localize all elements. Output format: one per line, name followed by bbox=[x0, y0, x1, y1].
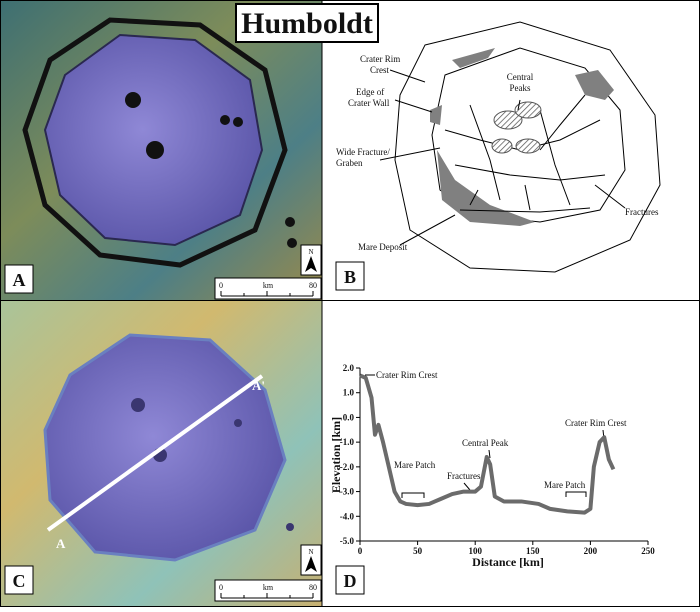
x-tick-label: 50 bbox=[413, 546, 423, 556]
x-tick-label: 200 bbox=[584, 546, 598, 556]
scale-bar bbox=[220, 593, 314, 599]
annotation: Wide Fracture/Graben bbox=[336, 147, 390, 168]
x-tick-label: 250 bbox=[641, 546, 655, 556]
x-tick-label: 0 bbox=[358, 546, 363, 556]
north-arrow bbox=[305, 556, 317, 572]
y-tick-label: 2.0 bbox=[343, 363, 355, 373]
crater-spot bbox=[131, 398, 145, 412]
panel-label: D bbox=[344, 571, 357, 591]
y-tick-label: 1.0 bbox=[343, 388, 355, 398]
north-label: N bbox=[308, 248, 313, 256]
north-arrow bbox=[305, 256, 317, 272]
y-tick-label: -1.0 bbox=[340, 437, 355, 447]
mare bbox=[430, 105, 442, 125]
annotation: Central Peaks bbox=[507, 72, 534, 93]
panel-label: A bbox=[13, 270, 26, 290]
scale-min: 0 bbox=[219, 281, 223, 290]
annotation: Mare Deposit bbox=[358, 242, 408, 252]
panel-label-box bbox=[335, 261, 365, 291]
scale-box bbox=[214, 579, 322, 602]
scale-max: 80 bbox=[309, 583, 317, 592]
panel-label-box bbox=[335, 565, 365, 595]
annotation: Edge of Crater Wall bbox=[348, 87, 390, 108]
profile-start: A bbox=[56, 536, 66, 551]
scale-unit: km bbox=[263, 281, 274, 290]
y-tick-label: -2.0 bbox=[340, 462, 355, 472]
annotation: Mare Patch bbox=[394, 460, 436, 470]
north-label: N bbox=[308, 548, 313, 556]
profile-line bbox=[46, 374, 264, 532]
crater-floor bbox=[43, 33, 264, 247]
scale-min: 0 bbox=[219, 583, 223, 592]
x-tick-label: 100 bbox=[468, 546, 482, 556]
annotation-line: Graben bbox=[336, 158, 363, 168]
annotation-line: Crest bbox=[370, 65, 389, 75]
mare bbox=[575, 70, 614, 100]
panel-d: Crater Rim Crest Mare Patch Fractures Ce… bbox=[323, 301, 700, 607]
crater-spot bbox=[286, 523, 294, 531]
panel-label: B bbox=[344, 267, 356, 287]
crater-spot bbox=[220, 115, 230, 125]
panel-c: A A' C N 0 km 80 bbox=[0, 301, 322, 607]
annotation-line: Central bbox=[507, 72, 534, 82]
x-tick-label: 150 bbox=[526, 546, 540, 556]
crater-spot bbox=[285, 217, 295, 227]
scale-max: 80 bbox=[309, 281, 317, 290]
panel-label-box bbox=[4, 565, 34, 595]
annotation-line: Edge of bbox=[356, 87, 384, 97]
title-box bbox=[235, 3, 379, 43]
x-axis-label: Distance [km] bbox=[472, 555, 544, 569]
scale-box bbox=[214, 277, 322, 300]
mare bbox=[452, 48, 495, 68]
panel-label: C bbox=[13, 571, 26, 591]
profile-line bbox=[359, 373, 616, 515]
annotation: Mare Patch bbox=[544, 480, 586, 490]
crater-spot bbox=[234, 419, 242, 427]
annotation-mark bbox=[365, 374, 605, 498]
y-tick-label: -3.0 bbox=[340, 487, 355, 497]
scale-unit: km bbox=[263, 583, 274, 592]
panel-a: A N 0 km 80 bbox=[0, 0, 322, 300]
annotation: Fractures bbox=[625, 207, 659, 217]
central-peaks bbox=[491, 101, 542, 154]
annotation: Crater Rim Crest bbox=[565, 418, 627, 428]
y-tick-label: -5.0 bbox=[340, 536, 355, 546]
leader bbox=[379, 69, 626, 246]
panel-label-box bbox=[4, 264, 34, 294]
annotation: Central Peak bbox=[462, 438, 509, 448]
annotation: Crater Rim Crest bbox=[360, 54, 400, 75]
annotation: Fractures bbox=[447, 471, 481, 481]
scale-bar bbox=[220, 291, 314, 297]
crater-spot bbox=[287, 238, 297, 248]
crater-spot bbox=[146, 141, 164, 159]
profile-end: A' bbox=[252, 378, 265, 393]
y-tick-label: -4.0 bbox=[340, 511, 355, 521]
annotation-line: Crater Wall bbox=[348, 98, 390, 108]
panel-b: Crater Rim Crest Edge of Crater Wall Wide … bbox=[335, 21, 661, 291]
crater-spot bbox=[233, 117, 243, 127]
y-axis-label: Elevation [km] bbox=[329, 417, 343, 493]
rim bbox=[22, 17, 288, 268]
annotation-line: Crater Rim bbox=[360, 54, 400, 64]
y-tick-label: 0.0 bbox=[343, 412, 355, 422]
annotation-line: Peaks bbox=[510, 83, 531, 93]
annotation-line: Wide Fracture/ bbox=[336, 147, 390, 157]
title: Humboldt bbox=[241, 7, 373, 40]
crater-spot bbox=[125, 92, 141, 108]
mare bbox=[437, 150, 535, 226]
annotation: Crater Rim Crest bbox=[376, 370, 438, 380]
